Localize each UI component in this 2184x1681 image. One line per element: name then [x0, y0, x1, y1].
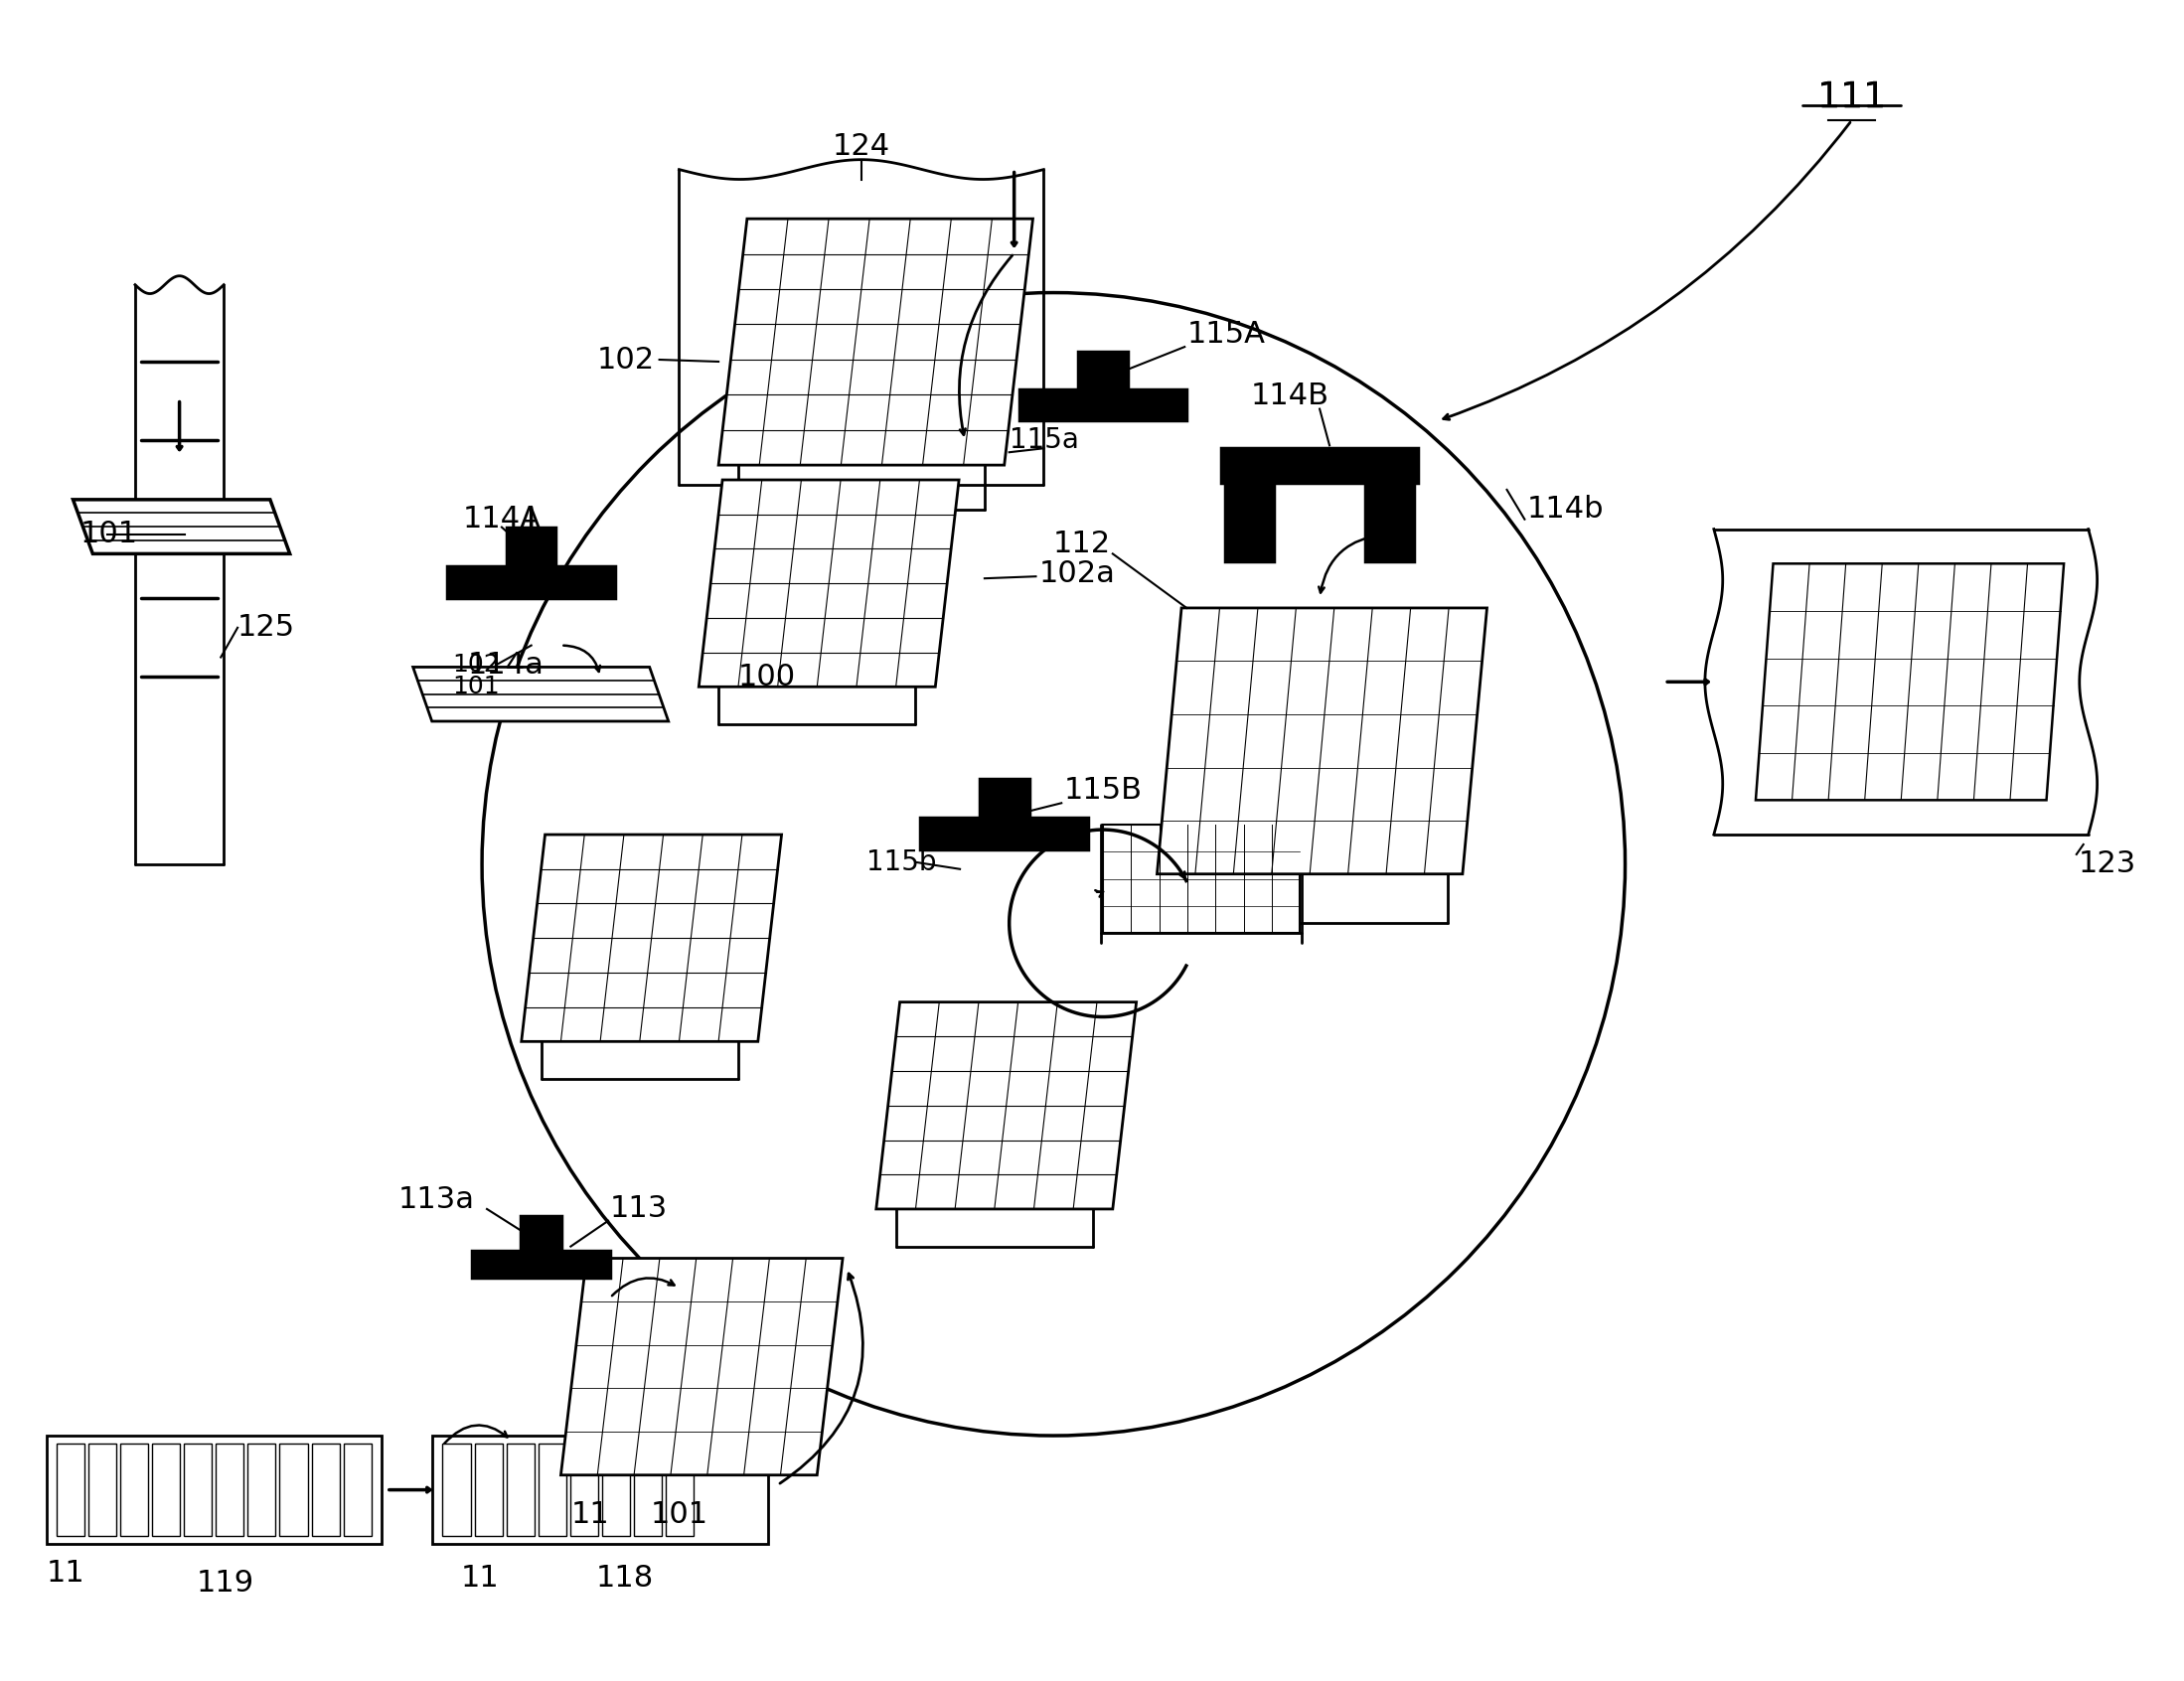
FancyBboxPatch shape	[216, 1444, 245, 1536]
FancyBboxPatch shape	[472, 1251, 609, 1278]
Text: 113a: 113a	[397, 1185, 474, 1214]
Polygon shape	[72, 499, 290, 553]
Polygon shape	[561, 1259, 843, 1474]
Text: 115B: 115B	[1064, 777, 1142, 805]
Polygon shape	[522, 834, 782, 1042]
FancyBboxPatch shape	[87, 1444, 116, 1536]
FancyBboxPatch shape	[432, 1436, 769, 1545]
FancyBboxPatch shape	[448, 566, 616, 598]
FancyBboxPatch shape	[570, 1444, 598, 1536]
Text: 115b: 115b	[867, 849, 937, 876]
Text: 102a: 102a	[1040, 560, 1116, 588]
FancyBboxPatch shape	[666, 1444, 695, 1536]
FancyBboxPatch shape	[507, 528, 557, 566]
FancyBboxPatch shape	[537, 1444, 566, 1536]
FancyBboxPatch shape	[247, 1444, 275, 1536]
FancyBboxPatch shape	[1221, 449, 1417, 482]
Text: 118: 118	[596, 1563, 653, 1594]
FancyBboxPatch shape	[1079, 351, 1127, 390]
Text: 114A: 114A	[463, 504, 542, 533]
Text: 114B: 114B	[1251, 382, 1330, 410]
Polygon shape	[1756, 563, 2064, 800]
FancyBboxPatch shape	[443, 1444, 470, 1536]
FancyBboxPatch shape	[919, 819, 1088, 849]
Text: 114b: 114b	[1527, 494, 1603, 524]
Polygon shape	[413, 667, 668, 721]
Text: 102: 102	[596, 345, 655, 375]
Polygon shape	[876, 1002, 1136, 1209]
Text: 11: 11	[46, 1560, 85, 1589]
FancyBboxPatch shape	[981, 778, 1029, 819]
Text: 101: 101	[81, 519, 138, 548]
FancyBboxPatch shape	[474, 1444, 502, 1536]
FancyBboxPatch shape	[120, 1444, 149, 1536]
FancyBboxPatch shape	[633, 1444, 662, 1536]
Text: 11: 11	[461, 1563, 500, 1594]
FancyBboxPatch shape	[507, 1444, 535, 1536]
Polygon shape	[699, 479, 959, 688]
Text: 119: 119	[197, 1568, 256, 1599]
FancyBboxPatch shape	[343, 1444, 371, 1536]
FancyBboxPatch shape	[312, 1444, 339, 1536]
Text: 125: 125	[238, 614, 295, 642]
Text: 101: 101	[651, 1499, 708, 1530]
Text: 113: 113	[609, 1195, 668, 1224]
FancyBboxPatch shape	[46, 1436, 382, 1545]
FancyBboxPatch shape	[603, 1444, 631, 1536]
FancyBboxPatch shape	[520, 1215, 561, 1251]
Text: 115a: 115a	[1009, 427, 1079, 454]
Text: 112: 112	[1053, 530, 1112, 558]
Circle shape	[483, 292, 1625, 1436]
Text: 111: 111	[1817, 81, 1887, 114]
Text: 100: 100	[738, 662, 795, 691]
FancyBboxPatch shape	[1103, 825, 1299, 933]
Text: 114a: 114a	[467, 651, 544, 679]
Text: 124: 124	[832, 133, 891, 161]
FancyBboxPatch shape	[153, 1444, 179, 1536]
Polygon shape	[719, 219, 1033, 466]
FancyBboxPatch shape	[280, 1444, 308, 1536]
Text: 11: 11	[572, 1499, 609, 1530]
Polygon shape	[1158, 609, 1487, 874]
Text: 102: 102	[452, 654, 500, 677]
Text: 123: 123	[2079, 849, 2136, 879]
FancyBboxPatch shape	[1225, 482, 1273, 561]
Text: 101: 101	[452, 674, 500, 699]
FancyBboxPatch shape	[183, 1444, 212, 1536]
FancyBboxPatch shape	[57, 1444, 85, 1536]
FancyBboxPatch shape	[1365, 482, 1415, 561]
Text: 115A: 115A	[1186, 319, 1265, 348]
FancyBboxPatch shape	[1020, 390, 1186, 420]
